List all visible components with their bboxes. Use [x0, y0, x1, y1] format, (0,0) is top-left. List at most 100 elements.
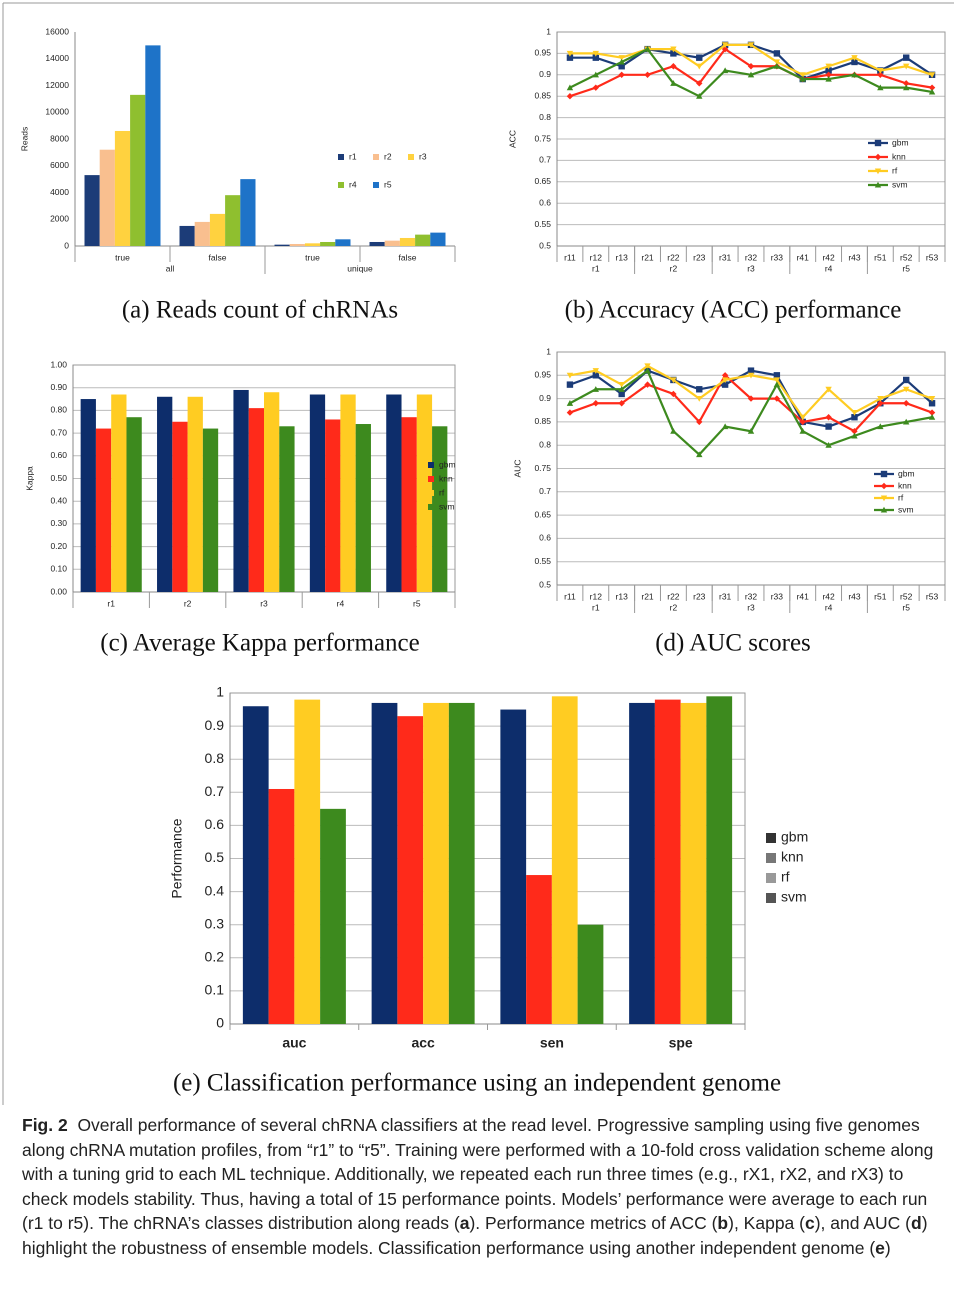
- caption-label: Fig. 2: [22, 1115, 68, 1135]
- legend-label: gbm: [439, 459, 456, 469]
- x-tick-label: r13: [616, 591, 629, 601]
- legend-label: rf: [781, 869, 790, 885]
- legend-label: knn: [439, 473, 453, 483]
- point: [799, 418, 806, 426]
- bar: [157, 396, 173, 592]
- charts: 0 2000 4000 6000 8000 10000 12000 14000 16000 Rea…: [2, 2, 954, 1105]
- point: [670, 63, 677, 70]
- bar: [240, 179, 256, 246]
- x-tick-label: r41: [797, 591, 810, 601]
- legend-label: r3: [419, 151, 427, 161]
- x-tick-label: r32: [745, 591, 758, 601]
- legend-marker: [874, 139, 882, 147]
- x-tick-label: r1: [107, 598, 115, 608]
- bar: [551, 696, 578, 1024]
- bar: [279, 426, 295, 592]
- legend-marker: [880, 482, 888, 490]
- y-tick-label: 10000: [45, 107, 69, 117]
- bar: [399, 237, 416, 246]
- legend-marker: [880, 470, 888, 478]
- bar: [114, 130, 131, 246]
- y-tick-label: 0.95: [534, 370, 551, 380]
- bar: [432, 426, 448, 592]
- bar: [84, 175, 100, 246]
- y-tick-label: 1: [216, 684, 224, 700]
- point: [877, 396, 884, 402]
- x-tick-label: r23: [693, 591, 706, 601]
- x-group-label: r4: [825, 602, 833, 612]
- y-tick-label: 1: [546, 346, 551, 356]
- legend-label: r5: [384, 179, 392, 189]
- legend-marker: [874, 168, 882, 175]
- x-group-label: r5: [902, 602, 910, 612]
- y-tick-label: 0.5: [539, 240, 551, 250]
- bar: [130, 94, 146, 246]
- y-tick-label: 0.00: [50, 586, 67, 596]
- caption-text: ). Performance metrics of ACC (: [469, 1213, 718, 1233]
- point: [670, 50, 677, 57]
- x-tick-label: r52: [900, 252, 913, 262]
- legend-marker: [880, 506, 888, 513]
- y-tick-label: 0.7: [539, 486, 551, 496]
- legend-swatch: [428, 504, 434, 510]
- bar: [415, 234, 431, 246]
- x-group-label: all: [166, 263, 175, 273]
- x-tick-label: r31: [719, 591, 732, 601]
- point: [566, 54, 574, 61]
- subcaption: (d) AUC scores: [655, 630, 811, 657]
- y-tick-label: 0.55: [534, 219, 551, 229]
- legend-swatch: [766, 853, 776, 863]
- y-tick-label: 0.8: [539, 112, 551, 122]
- y-tick-label: 0.80: [50, 405, 67, 415]
- bar: [654, 699, 681, 1024]
- point: [644, 71, 651, 78]
- point: [618, 390, 625, 398]
- point: [773, 395, 781, 402]
- y-tick-label: 2000: [50, 214, 69, 224]
- point: [903, 54, 910, 61]
- bar: [340, 394, 356, 592]
- x-tick-label: r53: [926, 591, 939, 601]
- x-tick-label: true: [305, 252, 320, 262]
- bar: [99, 149, 115, 246]
- x-tick-label: r51: [874, 591, 887, 601]
- x-tick-label: r2: [184, 598, 192, 608]
- bar: [264, 392, 280, 592]
- point: [721, 377, 729, 384]
- y-tick-label: 0.95: [534, 48, 551, 58]
- y-tick-label: 0.8: [539, 439, 551, 449]
- legend-label: svm: [439, 501, 455, 511]
- x-tick-label: r3: [260, 598, 268, 608]
- x-tick-label: r13: [616, 252, 629, 262]
- point: [644, 367, 651, 374]
- legend-label: gbm: [892, 137, 909, 147]
- point: [773, 381, 781, 388]
- x-tick-label: r12: [590, 591, 603, 601]
- legend-label: knn: [781, 849, 804, 865]
- point: [592, 368, 599, 374]
- legend-label: knn: [892, 151, 906, 161]
- point: [566, 50, 574, 57]
- legend-swatch: [766, 873, 776, 883]
- point: [877, 67, 884, 74]
- bar: [202, 428, 219, 592]
- bar: [179, 225, 195, 246]
- y-tick-label: 0.9: [539, 393, 551, 403]
- y-tick-label: 8000: [50, 133, 69, 143]
- caption-text: e: [875, 1237, 885, 1258]
- bar: [111, 394, 127, 592]
- legend-label: svm: [898, 504, 914, 514]
- y-tick-label: 1: [546, 26, 551, 36]
- point: [670, 80, 677, 86]
- caption-text: ) highlight the robustness of ensemble m…: [22, 1213, 928, 1258]
- y-tick-label: 0.10: [50, 564, 67, 574]
- y-tick-label: 0.30: [50, 518, 67, 528]
- bar: [145, 45, 161, 246]
- point: [618, 71, 625, 78]
- point: [618, 55, 625, 61]
- subcaption: (e) Classification performance using an …: [173, 1070, 781, 1097]
- legend-swatch: [338, 182, 344, 188]
- y-tick-label: 0.75: [534, 463, 551, 473]
- y-axis-label: Performance: [169, 818, 185, 898]
